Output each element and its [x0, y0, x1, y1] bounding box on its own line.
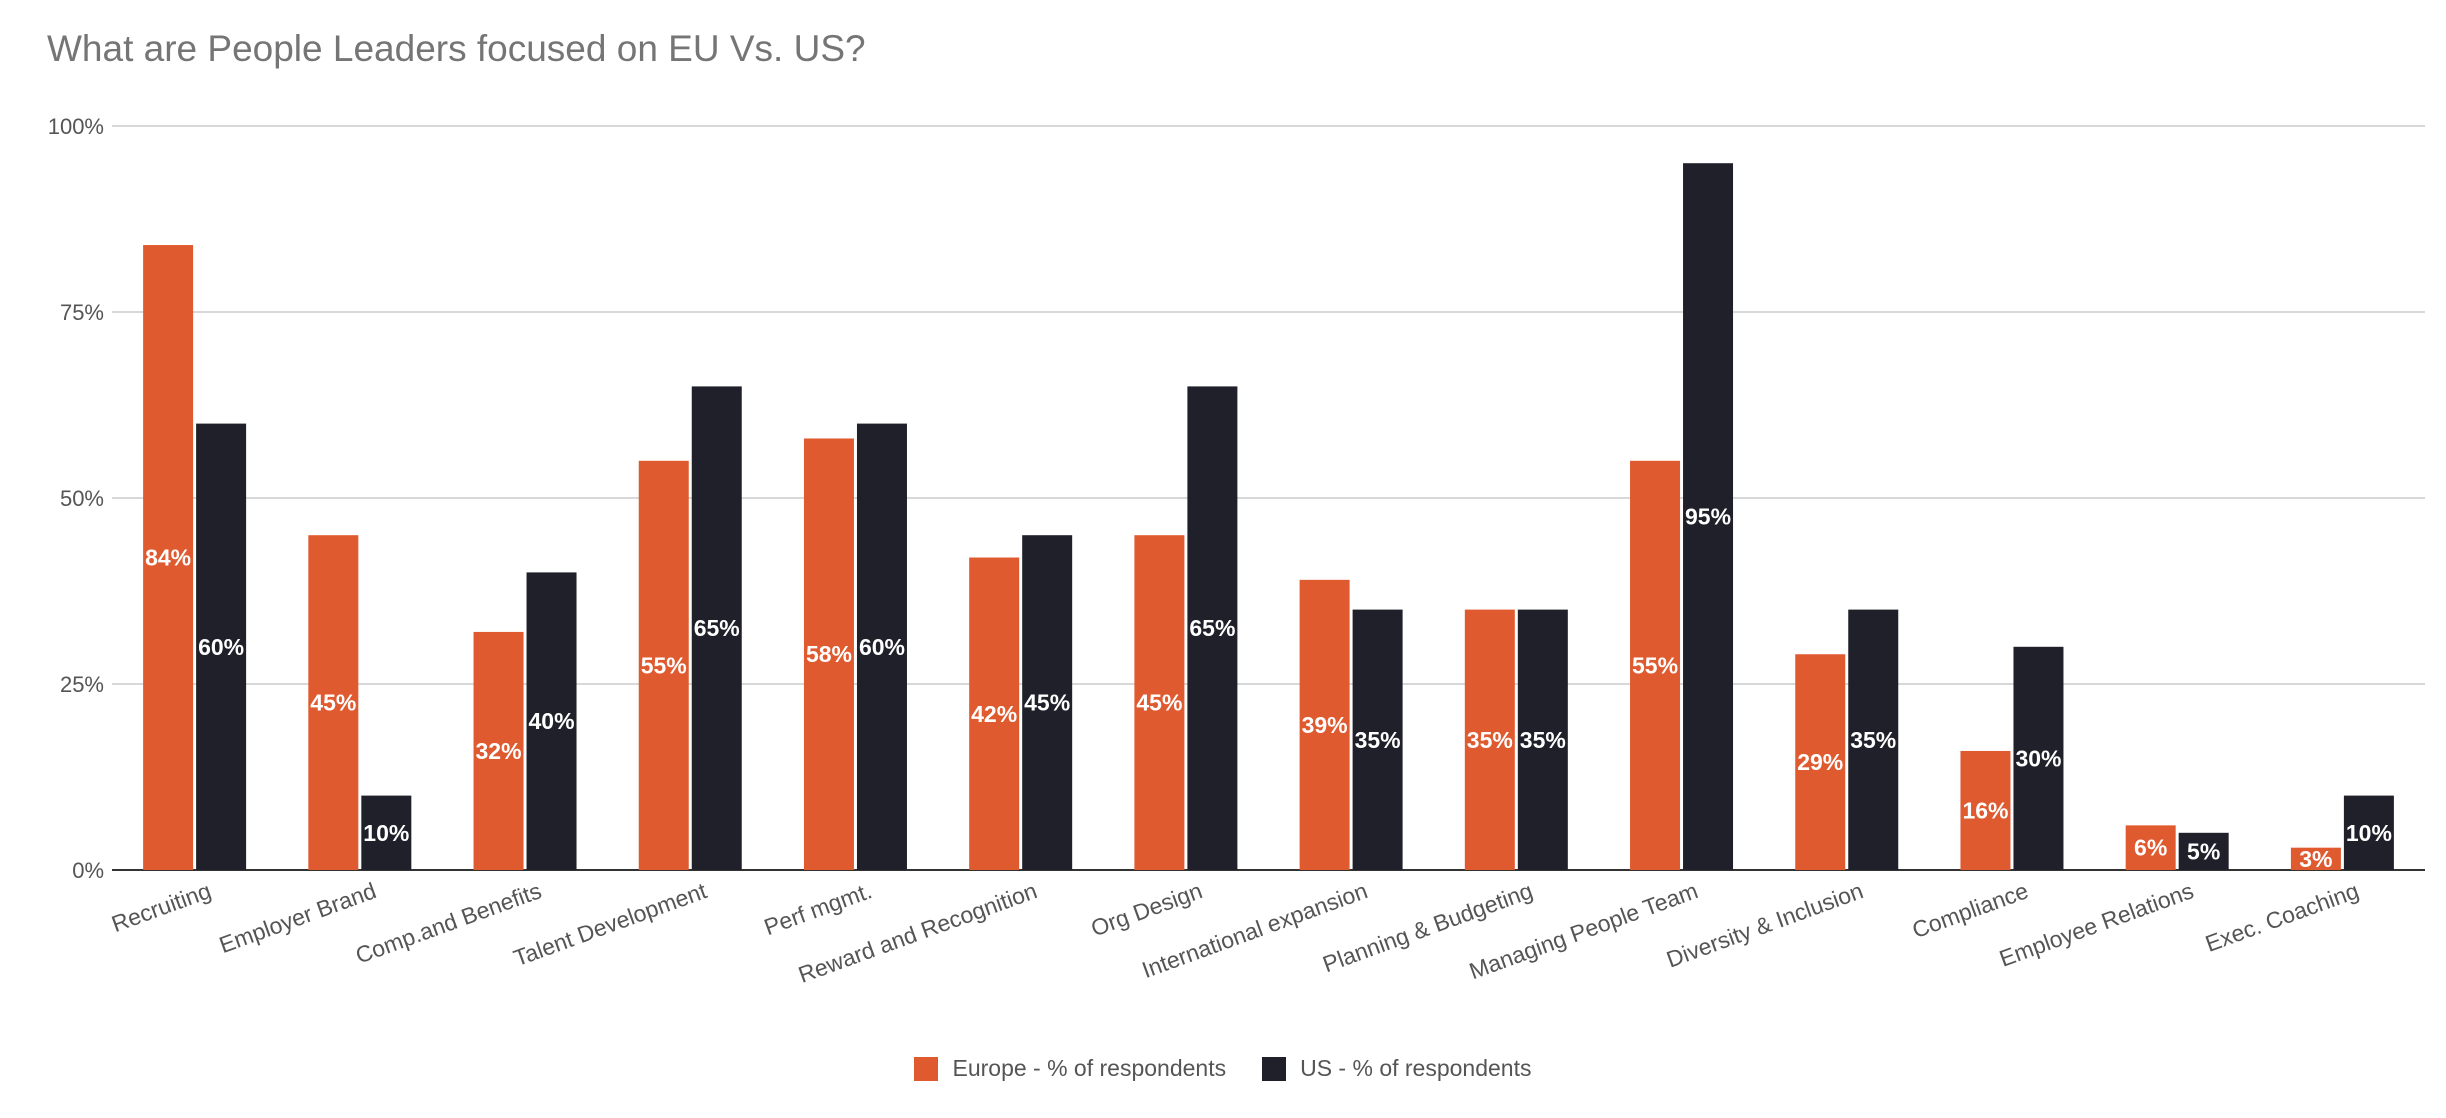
legend-swatch-europe — [914, 1056, 939, 1081]
data-label-europe: 55% — [641, 652, 687, 678]
data-label-europe: 32% — [476, 738, 522, 764]
legend-swatch-us — [1262, 1056, 1287, 1081]
data-label-europe: 29% — [1797, 749, 1843, 775]
data-label-us: 5% — [2187, 838, 2220, 864]
y-tick-label: 100% — [48, 114, 104, 139]
legend: Europe - % of respondents US - % of resp… — [0, 1055, 2446, 1082]
bar-us — [2013, 646, 2064, 870]
data-label-europe: 55% — [1632, 652, 1678, 678]
x-tick-label: Compliance — [1909, 877, 2032, 943]
legend-item-europe[interactable]: Europe - % of respondents — [914, 1055, 1226, 1082]
data-label-us: 60% — [198, 634, 244, 660]
bar-us — [1352, 609, 1403, 870]
data-label-europe: 39% — [1302, 712, 1348, 738]
data-label-europe: 42% — [971, 701, 1017, 727]
y-tick-label: 50% — [60, 486, 104, 511]
y-tick-label: 75% — [60, 300, 104, 325]
x-tick-label: Exec. Coaching — [2202, 877, 2362, 957]
bar-europe — [803, 438, 854, 870]
bar-us — [361, 795, 412, 870]
bar-us — [1848, 609, 1899, 870]
bar-us — [1022, 535, 1073, 870]
bar-us — [526, 572, 577, 870]
data-label-us: 40% — [529, 708, 575, 734]
bar-europe — [1299, 579, 1350, 870]
data-label-us: 35% — [1520, 727, 1566, 753]
bar-us — [691, 386, 742, 870]
bar-europe — [143, 245, 194, 871]
data-label-us: 65% — [694, 615, 740, 641]
data-label-us: 10% — [363, 820, 409, 846]
data-label-europe: 45% — [310, 690, 356, 716]
bar-us — [1187, 386, 1238, 870]
data-label-us: 35% — [1850, 727, 1896, 753]
data-label-us: 10% — [2346, 820, 2392, 846]
bar-us — [2178, 832, 2229, 870]
x-tick-label: Org Design — [1087, 877, 1205, 941]
x-tick-label: Perf mgmt. — [761, 877, 876, 940]
bar-europe — [1795, 654, 1846, 870]
bar-us — [1683, 163, 1734, 870]
bar-europe — [1630, 460, 1681, 870]
data-label-europe: 3% — [2299, 846, 2332, 872]
bar-us — [856, 423, 907, 870]
data-label-us: 60% — [859, 634, 905, 660]
bar-us — [1517, 609, 1568, 870]
bar-europe — [473, 631, 524, 870]
bar-europe — [2125, 825, 2176, 870]
bar-europe — [969, 557, 1020, 870]
data-label-europe: 84% — [145, 545, 191, 571]
data-label-europe: 58% — [806, 641, 852, 667]
chart-title: What are People Leaders focused on EU Vs… — [47, 28, 866, 69]
data-label-europe: 35% — [1467, 727, 1513, 753]
bar-europe — [1134, 535, 1185, 870]
data-label-us: 45% — [1024, 690, 1070, 716]
data-label-europe: 6% — [2134, 835, 2167, 861]
bar-europe — [1464, 609, 1515, 870]
bar-europe — [308, 535, 359, 870]
data-label-us: 35% — [1355, 727, 1401, 753]
data-label-us: 95% — [1685, 504, 1731, 530]
data-label-us: 65% — [1189, 615, 1235, 641]
bar-europe — [638, 460, 689, 870]
x-tick-label: Recruiting — [108, 877, 214, 937]
data-label-us: 30% — [2015, 745, 2061, 771]
y-tick-label: 25% — [60, 672, 104, 697]
legend-label-europe: Europe - % of respondents — [952, 1055, 1227, 1081]
bar-europe — [1960, 750, 2011, 870]
y-tick-label: 0% — [72, 858, 104, 883]
bar-europe — [2290, 847, 2341, 870]
bar-us — [2343, 795, 2394, 870]
legend-item-us[interactable]: US - % of respondents — [1262, 1055, 1532, 1082]
bar-us — [196, 423, 247, 870]
legend-label-us: US - % of respondents — [1300, 1055, 1532, 1081]
data-label-europe: 16% — [1962, 797, 2008, 823]
data-label-europe: 45% — [1136, 690, 1182, 716]
